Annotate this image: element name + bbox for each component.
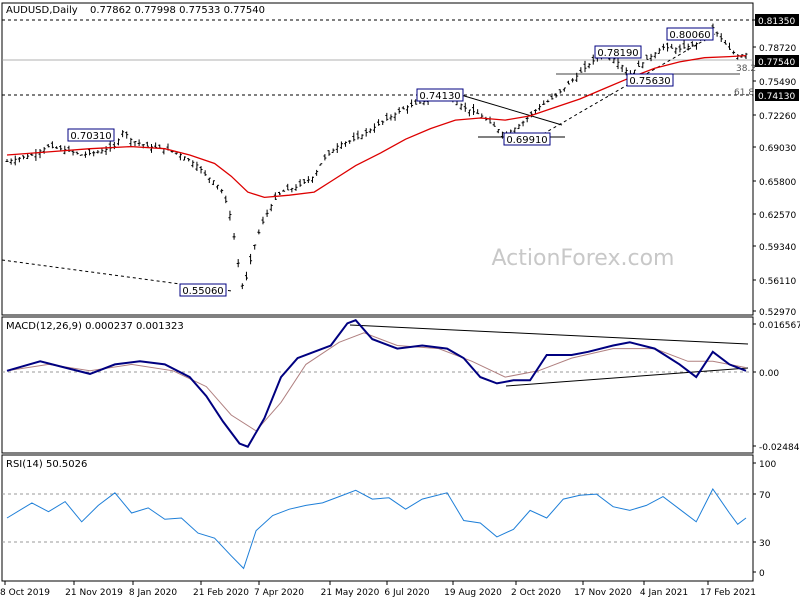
level-tag-bg [755,89,799,101]
macd-signal-line [6,332,747,432]
price-y-tick-label: 0.52970 [759,308,796,318]
x-axis-tick-label: 8 Jan 2020 [129,588,177,598]
price-y-tick-label: 0.72260 [759,112,796,122]
level-tag: 0.74130 [758,92,795,102]
channel-upper-line [460,94,563,126]
macd-y-tick-label: -0.02484 [759,443,800,453]
x-axis-tick-label: 7 Apr 2020 [254,588,304,598]
price-y-tick-label: 0.75490 [759,78,796,88]
resistance-tag: 0.81350 [758,17,795,27]
x-axis-tick-label: 2 Oct 2020 [511,588,561,598]
macd-title: MACD(12,26,9) 0.000237 0.001323 [6,321,184,332]
label-0.75630: 0.75630 [629,76,670,87]
label-0.69910-box [503,132,551,146]
rsi-y-tick-label: 100 [759,460,776,470]
label-0.75630-box [626,73,674,87]
x-axis-tick-label: 17 Nov 2020 [574,588,632,598]
watermark: ActionForex.com [492,246,675,271]
rsi-y-tick-label: 70 [759,491,771,501]
macd-lower-trendline [505,367,749,387]
price-y-tick-label: 0.62570 [759,211,796,221]
x-axis-tick-label: 8 Oct 2019 [0,588,50,598]
macd-upper-trendline [349,324,749,345]
x-axis-tick-label: 21 Nov 2019 [65,588,123,598]
rsi-panel-frame [1,454,754,582]
label-0.78190: 0.78190 [597,48,638,59]
price-y-tick-label: 0.65800 [759,178,796,188]
x-axis-tick-label: 17 Feb 2021 [700,588,756,598]
rsi-y-tick-label: 0 [759,569,765,579]
label-0.74130: 0.74130 [419,91,460,102]
x-axis-tick-label: 19 Aug 2020 [444,588,502,598]
x-axis-tick-label: 21 May 2020 [321,588,380,598]
label-0.80060-box [666,27,714,41]
rsi-title: RSI(14) 50.5026 [6,459,87,470]
label-0.70310-box [67,128,115,142]
price-y-tick-label: 0.59340 [759,243,796,253]
price-y-tick-label: 0.78720 [759,44,796,54]
label-0.69910: 0.69910 [506,135,547,146]
x-axis-tick-label: 6 Jul 2020 [384,588,429,598]
price-panel-frame [1,2,754,316]
current-price-tag: 0.77540 [758,58,795,68]
label-0.74130-box [416,88,464,102]
label-0.55060: 0.55060 [182,286,223,297]
x-axis-tick-label: 21 Feb 2020 [193,588,249,598]
label-0.55060-box [179,283,227,297]
price-y-tick-label: 0.69030 [759,144,796,154]
resistance-tag-bg [755,14,799,26]
fib-38-label: 38.2 [736,64,756,74]
macd-line [6,319,747,448]
label-0.78190-box [594,45,642,59]
ohlc-values: 0.77862 0.77998 0.77533 0.77540 [90,5,265,16]
macd-y-tick-label: 0.00 [759,369,779,379]
symbol-title: AUDUSD,Daily [6,5,78,16]
rsi-y-tick-label: 30 [759,539,771,549]
price-y-tick-label: 0.56110 [759,277,796,287]
fib-61-label: 61.8 [734,88,754,98]
current-price-tag-bg [755,55,799,67]
macd-y-tick-label: 0.016567 [759,321,800,331]
label-0.80060: 0.80060 [669,30,710,41]
label-0.70310: 0.70310 [70,131,111,142]
x-axis-tick-label: 4 Jan 2021 [640,588,688,598]
macd-panel-frame [1,316,754,454]
rsi-line [6,488,747,570]
